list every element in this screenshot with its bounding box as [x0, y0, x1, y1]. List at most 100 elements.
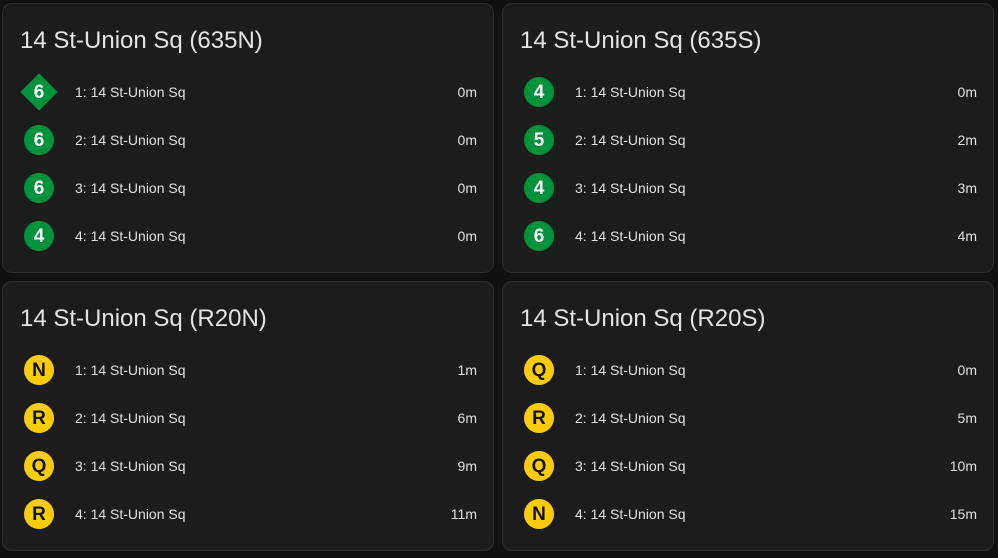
- route-bullet-icon: Q: [24, 451, 54, 481]
- card-title: 14 St-Union Sq (635S): [520, 27, 762, 54]
- route-bullet-icon: N: [524, 499, 554, 529]
- route-bullet-icon: 5: [524, 125, 554, 155]
- route-letter: N: [532, 503, 546, 525]
- destination-label: 4: 14 St-Union Sq: [575, 228, 686, 244]
- route-letter: 6: [33, 129, 45, 151]
- route-bullet-icon: 4: [524, 77, 554, 107]
- destination-label: 1: 14 St-Union Sq: [75, 84, 186, 100]
- arrival-time: 5m: [957, 410, 977, 426]
- departure-card: 14 St-Union Sq (635N) 6 1: 14 St-Union Sq 0…: [2, 3, 494, 273]
- arrival-time: 0m: [957, 362, 977, 378]
- departure-list: N 1: 14 St-Union Sq 1m R 2: 14 St-Union Sq 6m…: [3, 346, 493, 538]
- departure-row[interactable]: N 1: 14 St-Union Sq 1m: [3, 346, 493, 394]
- departure-list: 4 1: 14 St-Union Sq 0m 5 2: 14 St-Union Sq 2m…: [503, 68, 993, 260]
- circle-shape: [24, 403, 54, 433]
- circle-shape: [24, 221, 54, 251]
- route-letter: 6: [33, 81, 45, 103]
- route-bullet-icon: 4: [24, 221, 54, 251]
- route-bullet-icon: N: [24, 355, 54, 385]
- arrival-time: 0m: [457, 228, 477, 244]
- route-bullet-icon: 6: [524, 221, 554, 251]
- circle-shape: [24, 125, 54, 155]
- arrival-time: 10m: [949, 458, 977, 474]
- destination-label: 4: 14 St-Union Sq: [575, 506, 686, 522]
- card-title: 14 St-Union Sq (R20N): [20, 305, 267, 332]
- arrival-time: 15m: [949, 506, 977, 522]
- circle-shape: [24, 451, 54, 481]
- circle-shape: [524, 499, 554, 529]
- arrival-time: 11m: [450, 506, 477, 522]
- card-title: 14 St-Union Sq (635N): [20, 27, 263, 54]
- departure-list: Q 1: 14 St-Union Sq 0m R 2: 14 St-Union Sq 5m…: [503, 346, 993, 538]
- route-letter: R: [32, 503, 46, 525]
- circle-shape: [524, 77, 554, 107]
- arrival-time: 0m: [457, 180, 477, 196]
- departure-row[interactable]: 6 4: 14 St-Union Sq 4m: [503, 212, 993, 260]
- departure-row[interactable]: 4 1: 14 St-Union Sq 0m: [503, 68, 993, 116]
- destination-label: 1: 14 St-Union Sq: [575, 84, 686, 100]
- destination-label: 1: 14 St-Union Sq: [575, 362, 686, 378]
- departure-row[interactable]: 6 2: 14 St-Union Sq 0m: [3, 116, 493, 164]
- departure-card: 14 St-Union Sq (635S) 4 1: 14 St-Union Sq 0…: [502, 3, 994, 273]
- route-bullet-icon: R: [524, 403, 554, 433]
- destination-label: 2: 14 St-Union Sq: [575, 132, 686, 148]
- destination-label: 3: 14 St-Union Sq: [575, 458, 686, 474]
- route-bullet-icon: R: [24, 403, 54, 433]
- departure-row[interactable]: 6 3: 14 St-Union Sq 0m: [3, 164, 493, 212]
- departure-row[interactable]: R 4: 14 St-Union Sq 11m: [3, 490, 493, 538]
- departure-row[interactable]: N 4: 14 St-Union Sq 15m: [503, 490, 993, 538]
- arrival-time: 4m: [957, 228, 977, 244]
- destination-label: 2: 14 St-Union Sq: [575, 410, 686, 426]
- circle-shape: [524, 451, 554, 481]
- circle-shape: [24, 173, 54, 203]
- route-letter: R: [32, 407, 46, 429]
- circle-shape: [524, 221, 554, 251]
- departure-row[interactable]: 4 4: 14 St-Union Sq 0m: [3, 212, 493, 260]
- route-bullet-icon: 4: [524, 173, 554, 203]
- arrival-time: 0m: [457, 84, 477, 100]
- circle-shape: [524, 125, 554, 155]
- departure-row[interactable]: R 2: 14 St-Union Sq 5m: [503, 394, 993, 442]
- circle-shape: [524, 173, 554, 203]
- departure-row[interactable]: R 2: 14 St-Union Sq 6m: [3, 394, 493, 442]
- departure-row[interactable]: 5 2: 14 St-Union Sq 2m: [503, 116, 993, 164]
- destination-label: 1: 14 St-Union Sq: [75, 362, 186, 378]
- circle-shape: [524, 403, 554, 433]
- arrival-time: 2m: [957, 132, 977, 148]
- destination-label: 3: 14 St-Union Sq: [575, 180, 686, 196]
- route-letter: 4: [533, 177, 545, 199]
- arrival-time: 3m: [957, 180, 977, 196]
- arrival-time: 0m: [457, 132, 477, 148]
- route-letter: 4: [33, 225, 45, 247]
- route-letter: R: [532, 407, 546, 429]
- route-bullet-icon: Q: [524, 355, 554, 385]
- destination-label: 4: 14 St-Union Sq: [75, 228, 186, 244]
- departure-row[interactable]: Q 3: 14 St-Union Sq 9m: [3, 442, 493, 490]
- route-letter: Q: [531, 359, 547, 381]
- circle-shape: [24, 355, 54, 385]
- route-letter: N: [32, 359, 46, 381]
- departure-card: 14 St-Union Sq (R20S) Q 1: 14 St-Union Sq 0…: [502, 281, 994, 551]
- route-bullet-icon: R: [24, 499, 54, 529]
- destination-label: 3: 14 St-Union Sq: [75, 180, 186, 196]
- destination-label: 4: 14 St-Union Sq: [75, 506, 186, 522]
- route-bullet-icon: 6: [24, 173, 54, 203]
- route-letter: Q: [531, 455, 547, 477]
- route-letter: 4: [533, 81, 545, 103]
- route-letter: 6: [533, 225, 545, 247]
- route-letter: Q: [31, 455, 47, 477]
- circle-shape: [24, 499, 54, 529]
- route-bullet-icon: Q: [524, 451, 554, 481]
- route-letter: 6: [33, 177, 45, 199]
- arrival-time: 9m: [457, 458, 477, 474]
- circle-shape: [524, 355, 554, 385]
- departure-row[interactable]: Q 1: 14 St-Union Sq 0m: [503, 346, 993, 394]
- card-title: 14 St-Union Sq (R20S): [520, 305, 766, 332]
- route-letter: 5: [533, 129, 545, 151]
- arrival-time: 6m: [457, 410, 477, 426]
- departure-row[interactable]: Q 3: 14 St-Union Sq 10m: [503, 442, 993, 490]
- departure-row[interactable]: 4 3: 14 St-Union Sq 3m: [503, 164, 993, 212]
- departure-row[interactable]: 6 1: 14 St-Union Sq 0m: [3, 68, 493, 116]
- arrival-time: 1m: [457, 362, 477, 378]
